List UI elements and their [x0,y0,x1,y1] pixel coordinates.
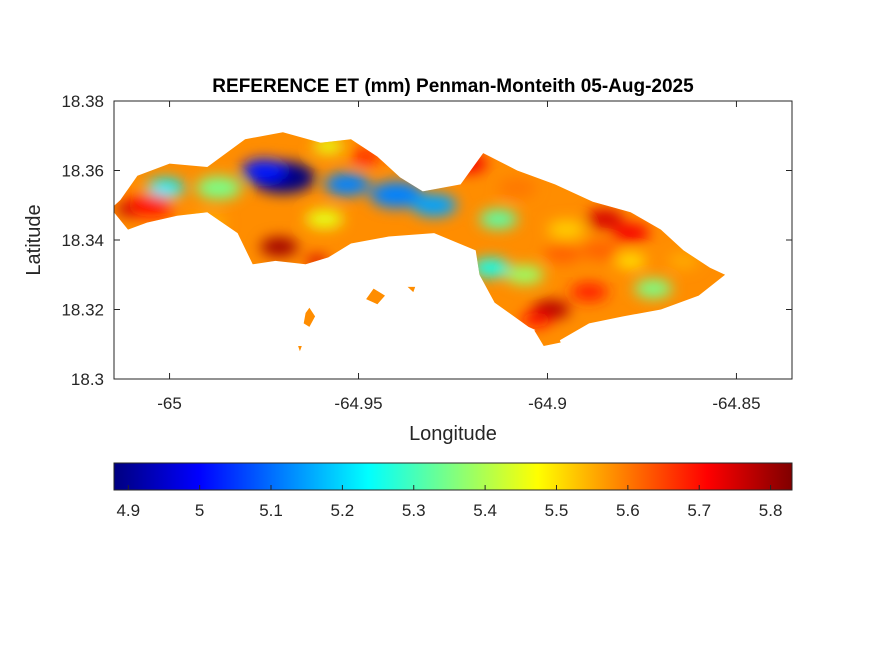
et-hotspot [411,193,457,217]
et-hotspot [668,253,699,269]
y-tick-label: 18.3 [71,370,104,389]
x-axis-label: Longitude [409,423,497,445]
x-tick-label: -64.9 [528,394,567,413]
y-axis-label: Latitude [23,204,45,275]
chart-title: REFERENCE ET (mm) Penman-Monteith 05-Aug… [212,76,694,97]
x-tick-label: -64.85 [712,394,760,413]
x-axis: -65 -64.95 -64.9 -64.85 [157,101,761,413]
x-tick-label: -64.95 [334,394,382,413]
et-hotspot [611,223,650,243]
et-hotspot [547,220,586,240]
et-hotspot [369,181,423,209]
colorbar-tick-label: 5.6 [616,501,640,520]
et-hotspot [505,265,544,285]
y-tick-label: 18.32 [61,301,104,320]
et-hotspot [521,312,552,328]
colorbar-tick-label: 5.2 [331,501,355,520]
et-hotspot [634,279,673,299]
y-axis: 18.3 18.32 18.34 18.36 18.38 [61,92,792,389]
colorbar-tick-label: 5 [195,501,204,520]
y-tick-label: 18.36 [61,162,104,181]
colorbar-tick-label: 5.8 [759,501,783,520]
et-hotspot [260,237,299,257]
et-hotspot [471,258,510,278]
et-hotspot [498,178,537,198]
colorbar-frame [113,462,793,491]
et-hotspot [305,209,344,229]
y-tick-label: 18.34 [61,231,104,250]
colorbar-tick-label: 5.3 [402,501,426,520]
et-hotspot [581,240,620,260]
et-hotspot [615,253,646,269]
colorbar: 4.9 5 5.1 5.2 5.3 5.4 5.5 5.6 5.7 5.8 [113,462,793,520]
et-hotspot [196,176,242,200]
et-hotspot [146,178,185,198]
et-hotspot [324,172,370,196]
et-hotspot [570,282,608,302]
et-hotspot [543,244,582,264]
et-hotspot [479,209,518,229]
et-hotspot [128,193,174,217]
colorbar-tick-label: 5.4 [473,501,497,520]
y-tick-label: 18.38 [61,92,104,111]
colorbar-tick-label: 5.1 [259,501,283,520]
colorbar-tick-label: 5.5 [545,501,569,520]
et-hotspot [241,159,287,182]
colorbar-gradient [114,463,792,490]
colorbar-tick-label: 4.9 [116,501,140,520]
et-hotspot [585,209,624,229]
et-hotspots [116,138,699,328]
x-tick-label: -65 [157,394,182,413]
colorbar-tick-label: 5.7 [687,501,711,520]
